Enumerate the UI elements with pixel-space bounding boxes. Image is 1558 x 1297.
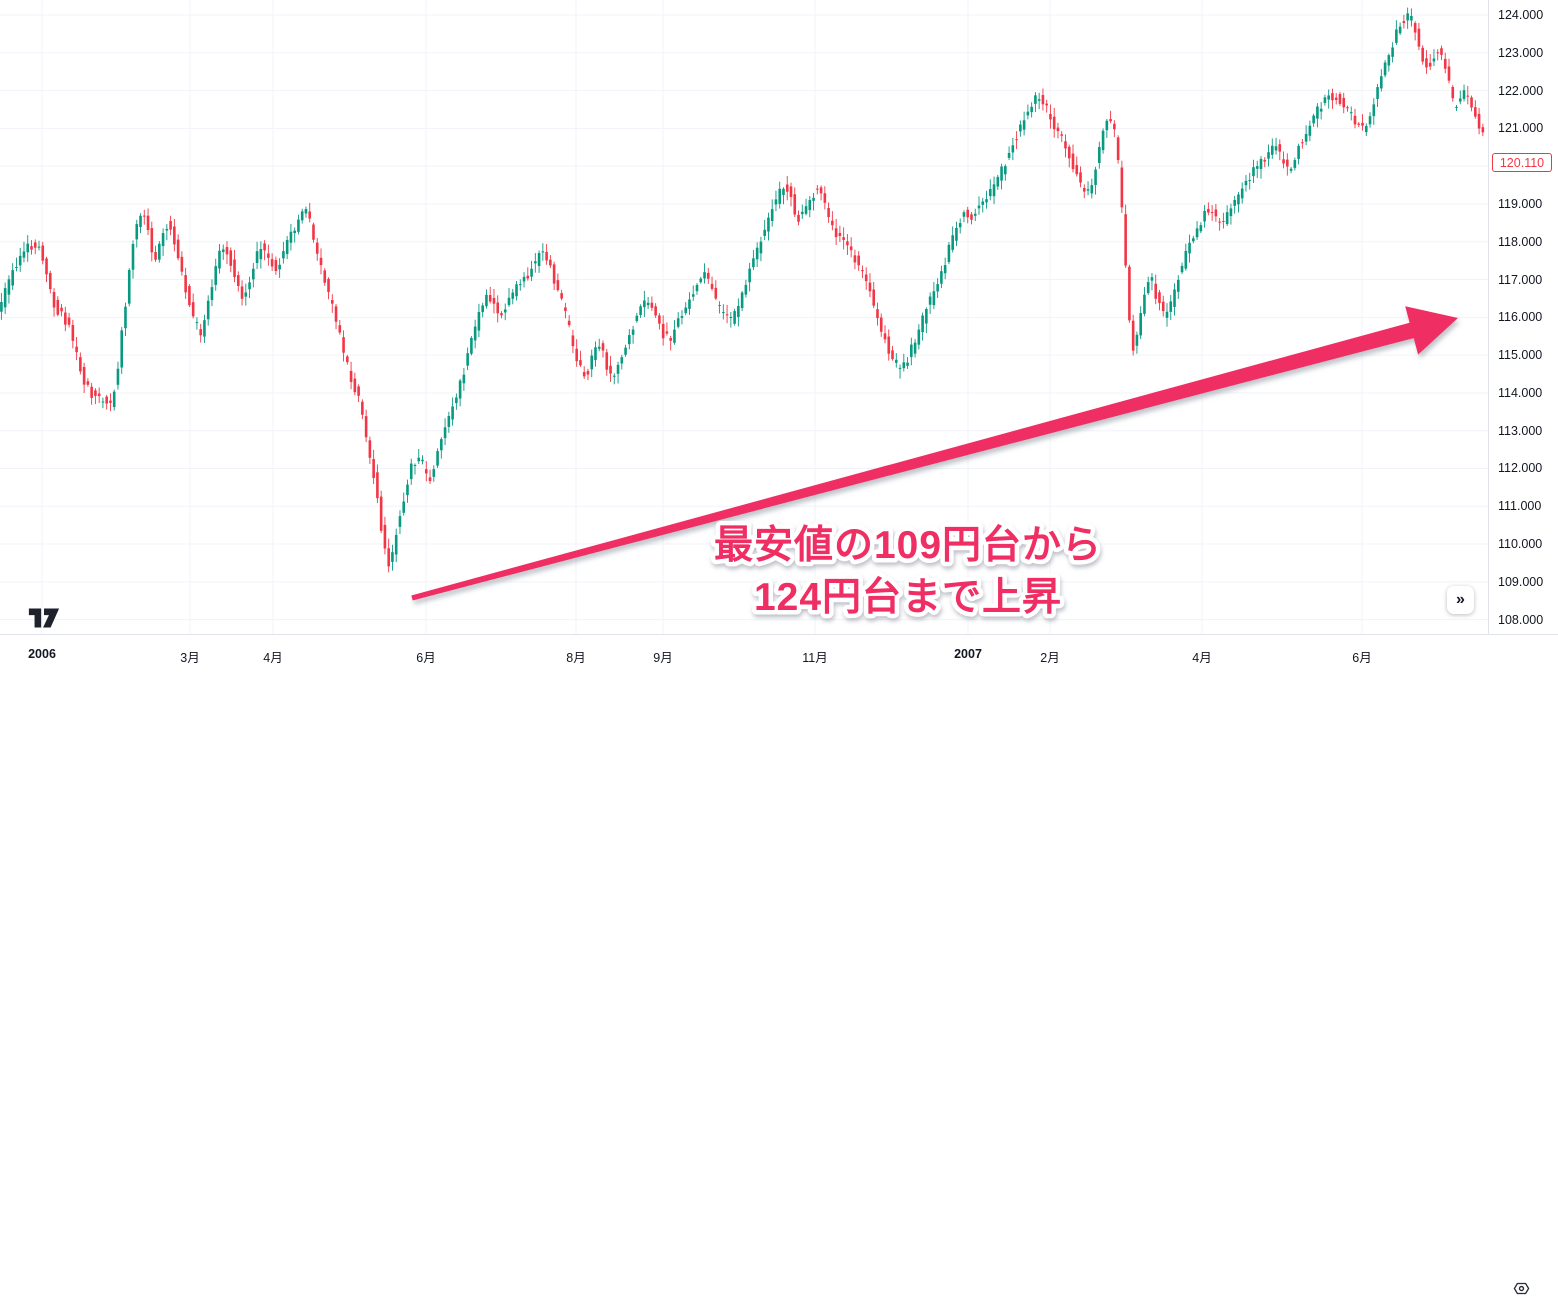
time-tick-label: 6月 bbox=[1352, 651, 1372, 665]
time-axis[interactable]: 2006 3月 4月 6月 8月 9月 11月 2007 2月 4月 6月 bbox=[0, 634, 1558, 1295]
price-tick-label: 116.000 bbox=[1498, 310, 1543, 325]
double-chevron-right-icon: » bbox=[1456, 591, 1465, 608]
price-tick-label: 108.000 bbox=[1498, 612, 1544, 627]
price-axis[interactable]: 120.110 124.000 123.000 122.000 121.000 119.… bbox=[1488, 0, 1558, 634]
price-tick-label: 121.000 bbox=[1498, 121, 1544, 136]
last-price-badge: 120.110 bbox=[1492, 152, 1552, 172]
price-tick-label: 115.000 bbox=[1498, 348, 1543, 363]
price-tick-label: 118.000 bbox=[1498, 234, 1543, 249]
price-tick-label: 109.000 bbox=[1498, 574, 1544, 589]
time-tick-label: 2月 bbox=[1040, 651, 1060, 665]
chart-canvas[interactable]: 最安値の109円台から 124円台まで上昇 » bbox=[0, 0, 1488, 634]
time-tick-label: 6月 bbox=[416, 651, 436, 665]
time-tick-label: 11月 bbox=[802, 651, 828, 665]
arrow-shape[interactable] bbox=[411, 306, 1458, 601]
price-tick-label: 113.000 bbox=[1498, 423, 1543, 438]
annotation-line-1[interactable]: 最安値の109円台から bbox=[709, 520, 1105, 572]
annotation-text[interactable]: 最安値の109円台から 124円台まで上昇 bbox=[709, 520, 1105, 624]
tradingview-logo[interactable] bbox=[27, 606, 61, 630]
price-tick-label: 123.000 bbox=[1498, 45, 1544, 60]
time-tick-label: 2006 bbox=[28, 647, 56, 661]
price-tick-label: 110.000 bbox=[1498, 537, 1543, 552]
time-tick-label: 4月 bbox=[263, 651, 283, 665]
price-tick-label: 114.000 bbox=[1498, 385, 1543, 400]
time-tick-label: 9月 bbox=[653, 651, 673, 665]
price-tick-label: 112.000 bbox=[1498, 461, 1543, 476]
annotation-line-2[interactable]: 124円台まで上昇 bbox=[749, 572, 1065, 624]
time-tick-label: 8月 bbox=[566, 651, 586, 665]
price-tick-label: 119.000 bbox=[1498, 196, 1543, 211]
more-button[interactable]: » bbox=[1447, 586, 1474, 614]
price-tick-label: 117.000 bbox=[1498, 272, 1543, 287]
price-tick-label: 124.000 bbox=[1498, 8, 1544, 22]
candlestick-series[interactable] bbox=[0, 7, 1485, 573]
trend-arrow-drawing[interactable] bbox=[411, 306, 1458, 601]
axis-settings-gear-icon[interactable] bbox=[1513, 1280, 1530, 1297]
price-tick-label: 122.000 bbox=[1498, 83, 1544, 98]
time-tick-label: 3月 bbox=[180, 651, 200, 665]
time-tick-label: 2007 bbox=[954, 647, 982, 661]
time-tick-label: 4月 bbox=[1192, 651, 1212, 665]
price-tick-label: 111.000 bbox=[1498, 499, 1542, 514]
